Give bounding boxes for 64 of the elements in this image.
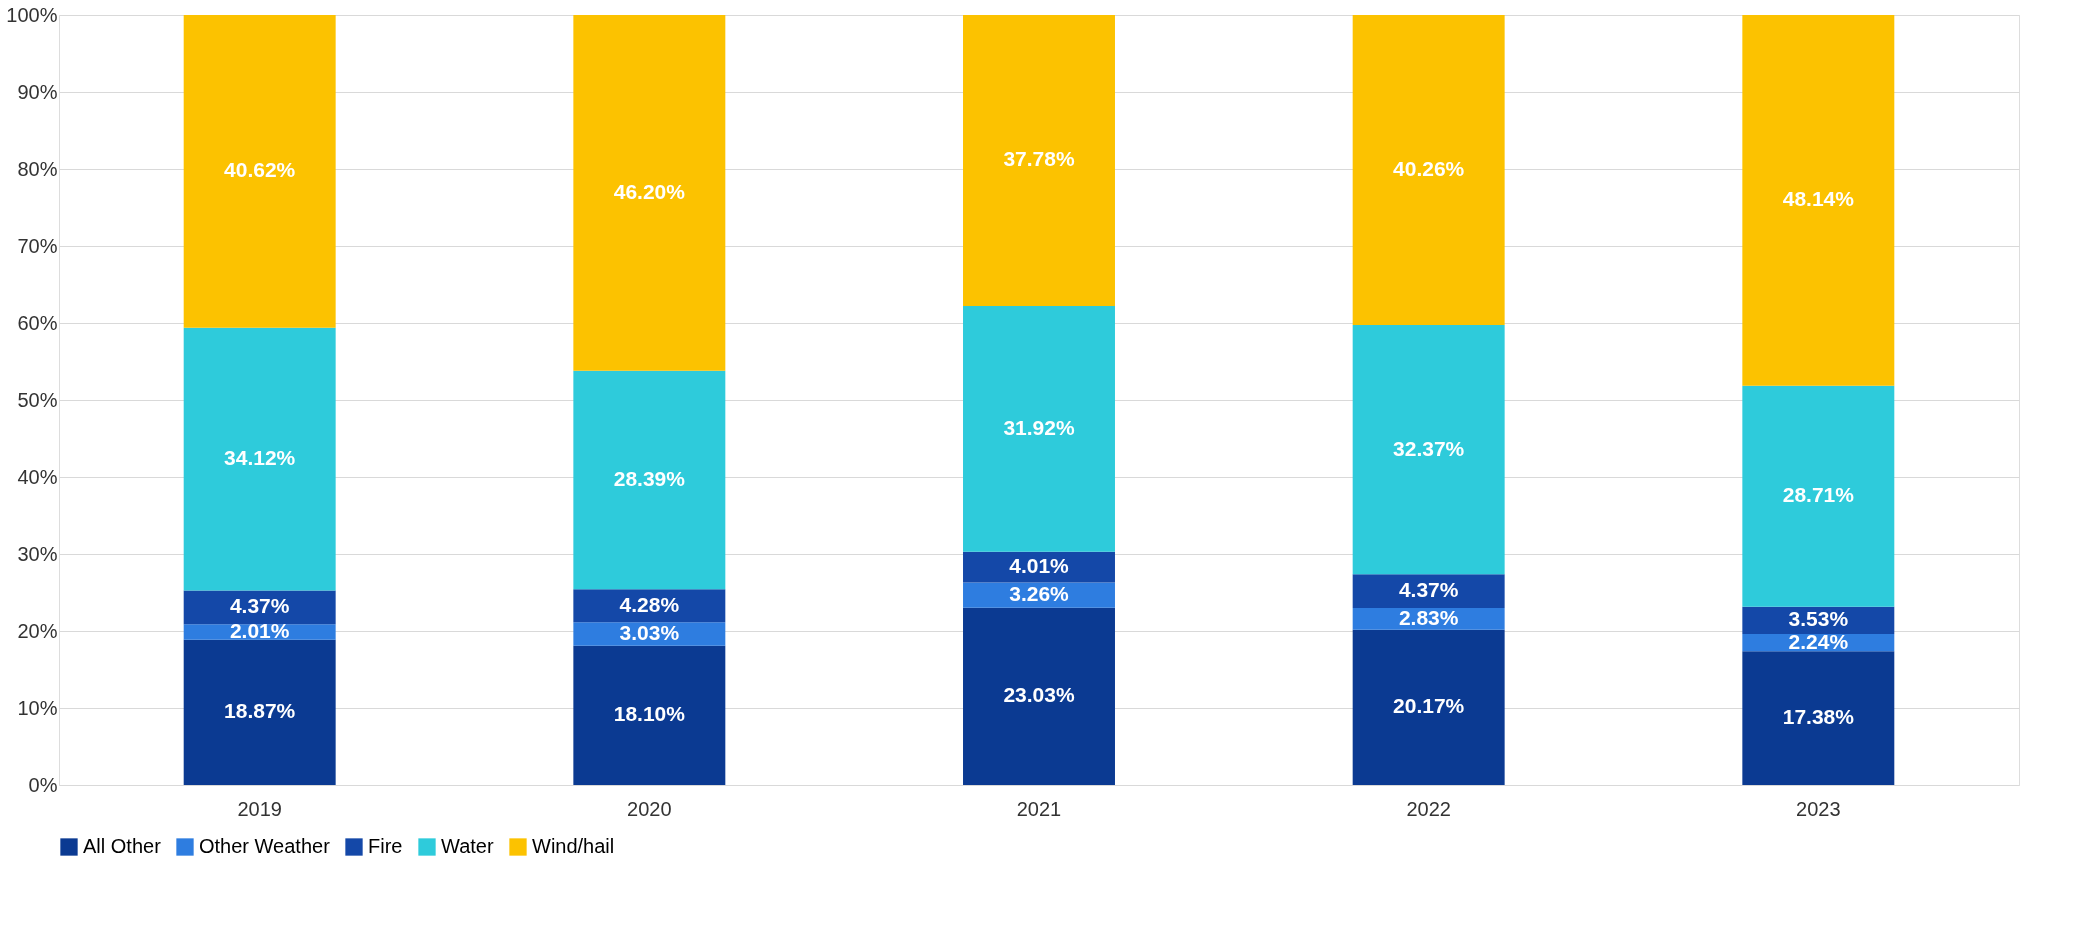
data-label: 34.12% [224, 446, 296, 470]
x-tick-label: 2020 [627, 797, 672, 820]
y-tick-label: 70% [17, 234, 58, 257]
data-label: 17.38% [1782, 705, 1855, 729]
x-tick-label: 2023 [1796, 797, 1841, 820]
data-label: 4.37% [229, 594, 290, 618]
data-label: 23.03% [1003, 683, 1075, 707]
data-label: 40.62% [224, 158, 296, 182]
bar [183, 327, 336, 591]
data-label: 48.14% [1782, 187, 1855, 211]
x-tick-label: 2021 [1016, 797, 1062, 820]
legend-label: All Other [83, 835, 162, 857]
data-label: 3.03% [619, 620, 680, 644]
bar [573, 370, 726, 590]
bar [963, 305, 1115, 552]
data-label: 18.10% [613, 702, 686, 726]
data-label: 20.17% [1393, 694, 1465, 718]
data-label: 4.37% [1398, 578, 1459, 602]
data-label: 4.01% [1009, 554, 1070, 578]
bar [963, 551, 1115, 583]
bar [1742, 15, 1895, 386]
bar [963, 607, 1115, 785]
data-label: 37.78% [1003, 147, 1075, 171]
y-tick-label: 80% [17, 157, 58, 180]
y-tick-label: 60% [17, 311, 58, 334]
bar [1742, 385, 1895, 607]
data-label: 46.20% [613, 179, 686, 203]
x-tick-label: 2022 [1406, 797, 1451, 820]
data-label: 2.24% [1788, 629, 1849, 653]
legend-label: Fire [368, 835, 403, 857]
bar [1352, 574, 1505, 608]
data-label: 32.37% [1393, 436, 1465, 460]
y-tick-label: 90% [17, 80, 58, 103]
bar [573, 15, 726, 371]
bar [573, 589, 726, 623]
x-tick-label: 2019 [237, 797, 282, 820]
y-tick-label: 20% [17, 619, 58, 642]
data-label: 3.26% [1009, 582, 1070, 606]
data-label: 28.71% [1782, 483, 1855, 507]
data-label: 4.28% [619, 592, 680, 616]
y-tick-label: 30% [17, 542, 58, 565]
data-label: 40.26% [1393, 157, 1465, 180]
data-label: 2.83% [1398, 605, 1459, 629]
legend-label: Water [441, 835, 494, 857]
data-label: 3.53% [1788, 607, 1849, 631]
y-tick-label: 10% [17, 696, 58, 719]
bar [183, 639, 336, 785]
bar [1352, 629, 1505, 785]
bar [183, 15, 336, 328]
data-label: 28.39% [613, 467, 686, 491]
legend-label: Wind/hail [532, 835, 615, 857]
data-label: 2.01% [229, 618, 290, 642]
data-label: 18.87% [224, 699, 296, 723]
bar [573, 645, 726, 785]
bar [1352, 15, 1505, 325]
bar [1742, 651, 1895, 785]
y-tick-label: 50% [17, 388, 58, 411]
y-tick-label: 40% [17, 465, 58, 488]
y-tick-label: 100% [6, 3, 58, 26]
y-tick-label: 0% [28, 773, 58, 796]
data-label: 31.92% [1003, 415, 1075, 439]
bar [1352, 325, 1505, 575]
bar [963, 15, 1115, 306]
legend-label: Other Weather [199, 835, 331, 857]
